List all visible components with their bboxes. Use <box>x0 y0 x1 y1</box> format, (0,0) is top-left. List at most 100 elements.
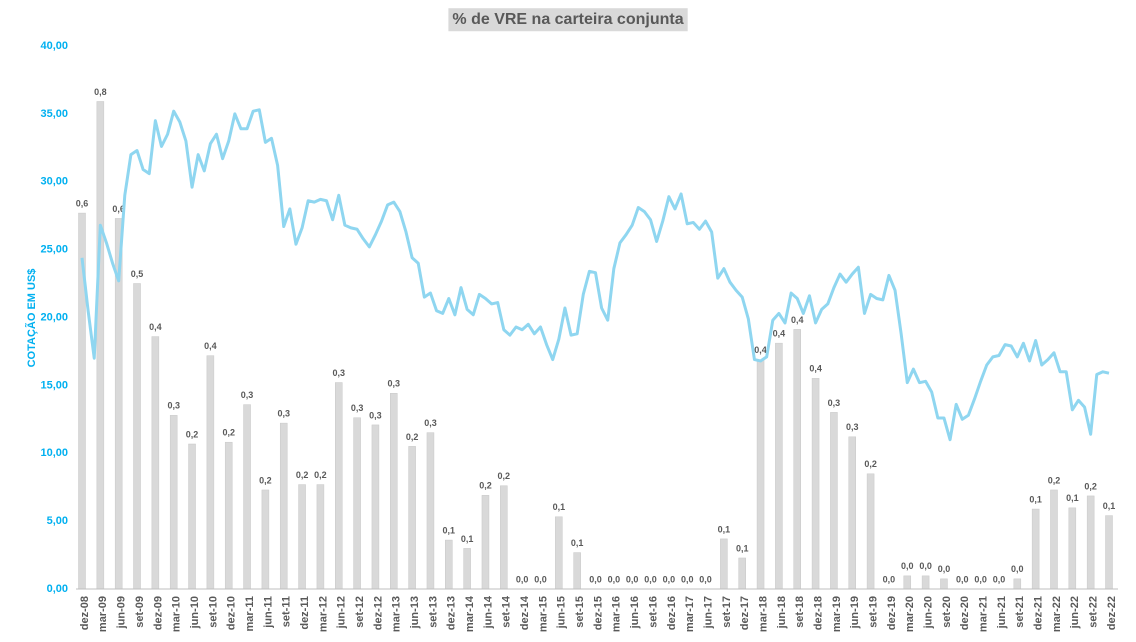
data-label: 0,3 <box>828 398 841 408</box>
x-tick-label: dez-09 <box>152 596 164 630</box>
bar <box>169 415 178 590</box>
x-tick-label: jun-20 <box>923 596 935 629</box>
data-label: 0,4 <box>773 329 786 339</box>
data-label: 0,5 <box>131 269 144 279</box>
data-label: 0,0 <box>1011 564 1024 574</box>
x-tick-label: mar-14 <box>464 595 476 632</box>
data-label: 0,4 <box>754 345 767 355</box>
data-label: 0,0 <box>919 561 932 571</box>
data-label: 0,1 <box>1103 501 1116 511</box>
x-tick-label: dez-22 <box>1106 596 1118 630</box>
bar <box>1105 515 1113 590</box>
data-label: 0,0 <box>644 574 657 584</box>
data-label: 0,2 <box>314 470 327 480</box>
bar <box>775 342 783 590</box>
x-tick-label: set-13 <box>427 596 439 628</box>
bar <box>279 422 288 590</box>
bar <box>96 101 105 590</box>
x-tick-label: mar-21 <box>978 596 990 632</box>
title-background <box>448 8 688 32</box>
data-label: 0,2 <box>498 471 511 481</box>
x-tick-label: mar-09 <box>97 596 109 632</box>
x-tick-label: jun-10 <box>189 596 201 629</box>
x-tick-label: dez-08 <box>79 596 91 630</box>
bar <box>298 484 306 590</box>
data-label: 0,2 <box>406 432 419 442</box>
data-label: 0,0 <box>534 574 547 584</box>
data-label: 0,2 <box>259 475 272 485</box>
bar <box>1068 507 1077 590</box>
chart-title: % de VRE na carteira conjunta <box>452 11 683 28</box>
x-tick-label: dez-16 <box>666 596 678 630</box>
x-tick-label: set-15 <box>574 596 586 628</box>
bar <box>188 443 196 590</box>
data-label: 0,1 <box>718 524 731 534</box>
bar <box>224 441 233 590</box>
x-tick-label: dez-14 <box>519 595 531 630</box>
x-tick-label: set-16 <box>647 596 659 628</box>
data-label: 0,2 <box>222 428 235 438</box>
x-tick-label: set-22 <box>1088 596 1100 628</box>
x-tick-label: set-21 <box>1014 596 1026 628</box>
x-tick-label: dez-10 <box>226 596 238 630</box>
line <box>80 108 1110 442</box>
x-tick-label: jun-17 <box>702 596 714 629</box>
bar <box>316 484 325 590</box>
data-label: 0,0 <box>901 561 914 571</box>
x-tick-label: jun-13 <box>409 596 421 629</box>
data-label: 0,4 <box>791 315 804 325</box>
bar <box>720 538 728 590</box>
x-tick-label: jun-19 <box>849 596 861 629</box>
bar <box>390 393 398 590</box>
x-tick-label: mar-18 <box>757 596 769 632</box>
data-label: 0,0 <box>883 574 896 584</box>
data-label: 0,1 <box>1066 493 1079 503</box>
data-label: 0,2 <box>1084 481 1097 491</box>
x-tick-label: mar-15 <box>537 596 549 632</box>
x-tick-label: mar-10 <box>171 596 183 632</box>
y-tick-label: 10,00 <box>40 447 68 459</box>
bar <box>555 516 563 590</box>
bar <box>353 417 361 590</box>
x-tick-label: set-09 <box>134 596 146 628</box>
x-tick-label: set-17 <box>721 596 733 628</box>
data-label: 0,0 <box>626 574 639 584</box>
data-label: 0,3 <box>241 390 254 400</box>
x-tick-label: dez-19 <box>886 596 898 630</box>
data-label: 0,0 <box>608 574 621 584</box>
data-label: 0,0 <box>956 574 969 584</box>
data-label: 0,3 <box>277 408 290 418</box>
y-tick-label: 35,00 <box>40 108 68 120</box>
data-label: 0,2 <box>1048 475 1061 485</box>
x-tick-label: jun-21 <box>996 596 1008 629</box>
bar <box>261 489 270 590</box>
x-tick-label: dez-18 <box>812 596 824 630</box>
bar <box>811 378 820 590</box>
x-tick-label: set-12 <box>354 596 366 628</box>
data-label: 0,3 <box>424 418 437 428</box>
bar <box>1013 578 1022 590</box>
bar <box>866 473 875 590</box>
x-tick-label: mar-16 <box>611 596 623 632</box>
data-label: 0,3 <box>369 410 382 420</box>
data-label: 0,4 <box>149 322 162 332</box>
data-label: 0,3 <box>351 403 364 413</box>
bar <box>463 548 471 590</box>
bar <box>335 382 343 590</box>
bar <box>793 329 801 590</box>
data-label: 0,6 <box>112 204 125 214</box>
y-tick-label: 40,00 <box>40 40 68 52</box>
data-label: 0,8 <box>94 87 107 97</box>
data-label: 0,2 <box>864 459 877 469</box>
data-label: 0,3 <box>388 379 401 389</box>
bar <box>371 424 380 590</box>
x-tick-label: set-19 <box>867 596 879 628</box>
data-label: 0,0 <box>699 574 712 584</box>
bar <box>1031 508 1040 590</box>
bar <box>573 552 581 590</box>
x-tick-label: set-11 <box>281 596 293 627</box>
x-tick-label: jun-22 <box>1069 596 1081 629</box>
x-tick-label: jun-14 <box>482 595 494 629</box>
bar <box>921 575 930 590</box>
y-tick-label: 5,00 <box>47 515 68 527</box>
